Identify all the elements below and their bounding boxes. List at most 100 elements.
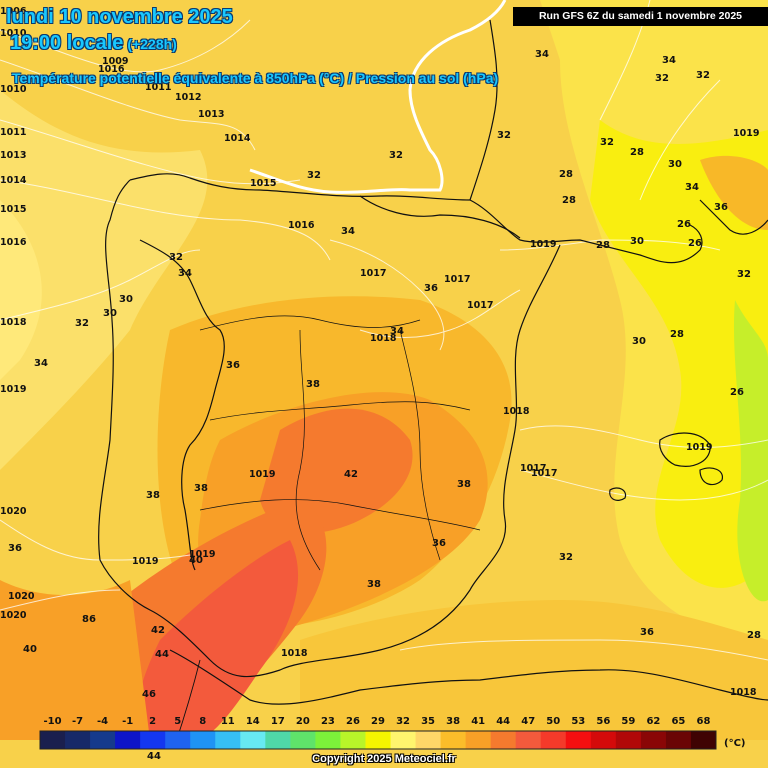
color-scale-label: 53 [571,716,585,727]
pressure-label: 1019 [189,549,215,560]
temperature-label: 86 [82,614,96,625]
pressure-label: 1018 [0,317,27,328]
color-swatch [440,731,467,749]
color-swatch [565,731,592,749]
color-swatch [390,731,417,749]
temperature-label: 28 [562,195,576,206]
color-scale-label: 35 [421,716,435,727]
color-swatch [340,731,366,749]
temperature-label: 44 [155,649,169,660]
temperature-label: 36 [640,627,654,638]
pressure-label: 1017 [467,300,493,311]
temperature-label: 30 [630,236,644,247]
color-scale-label: 8 [199,716,206,727]
color-scale-label: 44 [496,716,510,727]
temperature-label: 36 [8,543,22,554]
temperature-label: 32 [307,170,321,181]
pressure-label: 1017 [520,463,546,474]
pressure-label: 1017 [360,268,386,279]
pressure-label: 1013 [0,150,26,161]
temperature-label: 32 [75,318,89,329]
color-scale-label: -10 [43,716,61,727]
pressure-label: 1019 [132,556,158,567]
temperature-label: 28 [670,329,684,340]
temperature-label: 30 [119,294,133,305]
temperature-label: 36 [432,538,446,549]
color-swatch [465,731,492,749]
pressure-label: 1018 [281,648,308,659]
temperature-label: 26 [688,238,702,249]
color-scale-labels: -10 -7 -4 -1 2 5 8 11 14 17 20 23 26 29 32 35 38 41 44 47 50… [43,716,710,727]
pressure-label: 1017 [444,274,470,285]
pressure-label: 1016 [0,237,27,248]
temperature-label: 28 [630,147,644,158]
temperature-label: 32 [389,150,403,161]
color-scale-label: 56 [596,716,610,727]
temperature-label: 34 [34,358,48,369]
isobars [0,0,768,661]
temperature-label: 34 [341,226,355,237]
color-swatch [140,731,166,749]
color-swatch [215,731,241,749]
pressure-label: 1015 [0,204,26,215]
temperature-label: 32 [497,130,511,141]
pressure-label: 1017 [531,468,557,479]
color-swatch [190,731,216,749]
color-scale-frame [39,730,717,750]
color-scale-label: 38 [446,716,460,727]
color-scale-label: 59 [621,716,635,727]
color-swatch [40,731,66,749]
temperature-label: 30 [632,336,646,347]
color-scale-label: -7 [72,716,83,727]
temperature-label: 42 [151,625,165,636]
color-swatch [315,731,341,749]
forecast-time: 19:00 locale (+228h) [10,32,177,55]
pressure-label: 1016 [98,64,125,75]
color-swatch [615,731,642,749]
color-scale-legend: -10 -7 -4 -1 2 5 8 11 14 17 20 23 26 29 32 35 38 41 44 47 50… [39,716,745,750]
parameter-title: Température potentielle équivalente à 85… [12,70,499,86]
color-scale-label: 17 [271,716,285,727]
color-scale-label: 11 [221,716,235,727]
temperature-label: 36 [424,283,438,294]
temperature-label: 40 [189,555,203,566]
pressure-label: 1019 [733,128,759,139]
pressure-label: 1012 [175,92,201,103]
pressure-label: 1018 [503,406,530,417]
color-scale-label: 41 [471,716,485,727]
temperature-label: 38 [367,579,381,590]
color-swatch [665,731,692,749]
temperature-label: 38 [457,479,471,490]
color-scale-label: 14 [246,716,260,727]
temperature-label: 32 [737,269,751,280]
copyright: Copyright 2025 Meteociel.fr [312,753,456,765]
pressure-label: 1009 [102,56,128,67]
temperature-label: 30 [103,308,117,319]
temperature-label: 40 [23,644,37,655]
color-swatch [590,731,617,749]
pressure-label: 1020 [0,610,27,621]
color-swatch [515,731,542,749]
temperature-label: 36 [226,360,240,371]
pressure-label: 1011 [145,82,171,93]
color-scale-unit: (°C) [724,738,745,749]
forecast-date: lundi 10 novembre 2025 [6,6,233,28]
color-swatch [415,731,442,749]
color-scale-label: 2 [149,716,156,727]
color-swatch [115,731,141,749]
color-scale-label: 29 [371,716,385,727]
color-swatch [640,731,667,749]
temperature-label: 36 [714,202,728,213]
pressure-label: 1016 [288,220,315,231]
temperature-label: 34 [390,326,404,337]
color-swatch [490,731,517,749]
coastlines [98,19,768,746]
temperature-label: 34 [178,268,192,279]
france-border [249,0,507,194]
color-scale-label: 65 [671,716,685,727]
color-swatch [290,731,316,749]
temperature-label: 32 [559,552,573,563]
pressure-label: 1019 [249,469,275,480]
